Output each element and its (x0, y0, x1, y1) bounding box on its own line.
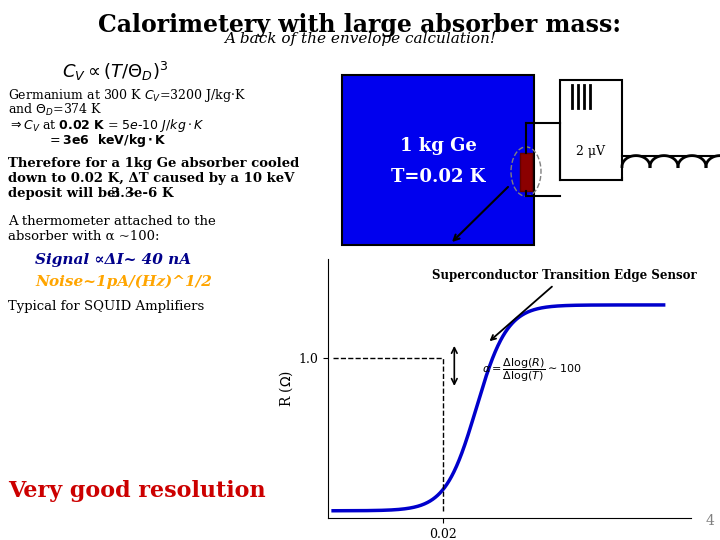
Bar (560, 80, 622, 180)
Text: 1 kg Ge: 1 kg Ge (400, 137, 477, 156)
Text: absorber with α ~100:: absorber with α ~100: (8, 230, 160, 243)
Text: Germanium at 300 K $C_V$=3200 J/kg·K: Germanium at 300 K $C_V$=3200 J/kg·K (8, 87, 246, 104)
Y-axis label: R ($\Omega$): R ($\Omega$) (278, 370, 295, 407)
Text: down to 0.02 K, ΔT caused by a 10 keV: down to 0.02 K, ΔT caused by a 10 keV (8, 172, 294, 185)
Text: Therefore for a 1kg Ge absorber cooled: Therefore for a 1kg Ge absorber cooled (8, 157, 300, 170)
Text: and $\Theta_D$=374 K: and $\Theta_D$=374 K (8, 102, 102, 118)
Text: 3.3e-6 K: 3.3e-6 K (111, 187, 174, 200)
Bar (342, 75, 534, 245)
Text: $C_V \propto (T/\Theta_D)^3$: $C_V \propto (T/\Theta_D)^3$ (62, 60, 168, 83)
Text: 4: 4 (705, 514, 714, 528)
Text: Calorimetery with large absorber mass:: Calorimetery with large absorber mass: (99, 13, 621, 37)
Text: Very good resolution: Very good resolution (8, 480, 266, 502)
Text: Signal ∝ΔI~ 40 nA: Signal ∝ΔI~ 40 nA (35, 253, 191, 267)
Text: Typical for SQUID Amplifiers: Typical for SQUID Amplifiers (8, 300, 204, 313)
Text: Noise~1pA/(Hz)^1/2: Noise~1pA/(Hz)^1/2 (35, 275, 212, 289)
Text: A back of the envelope calculation!: A back of the envelope calculation! (224, 32, 496, 46)
Text: $\Rightarrow C_V$ at $\mathbf{0.02\ K}$ = $5e\text{-}10\ J/kg\cdot K$: $\Rightarrow C_V$ at $\mathbf{0.02\ K}$ … (8, 117, 205, 134)
Text: Superconductor Transition Edge Sensor: Superconductor Transition Edge Sensor (432, 269, 697, 340)
Text: T=0.02 K: T=0.02 K (391, 168, 485, 186)
Text: 2 μV: 2 μV (577, 145, 606, 159)
Text: $=\mathbf{3e6}$  $\mathbf{keV/kg\cdot K}$: $=\mathbf{3e6}$ $\mathbf{keV/kg\cdot K}$ (8, 132, 167, 149)
Bar (520, 153, 532, 191)
Text: A thermometer attached to the: A thermometer attached to the (8, 215, 216, 228)
Text: $\alpha = \dfrac{\Delta\log(R)}{\Delta\log(T)}\sim 100$: $\alpha = \dfrac{\Delta\log(R)}{\Delta\l… (482, 357, 581, 384)
Text: deposit will be: ~: deposit will be: ~ (8, 187, 136, 200)
